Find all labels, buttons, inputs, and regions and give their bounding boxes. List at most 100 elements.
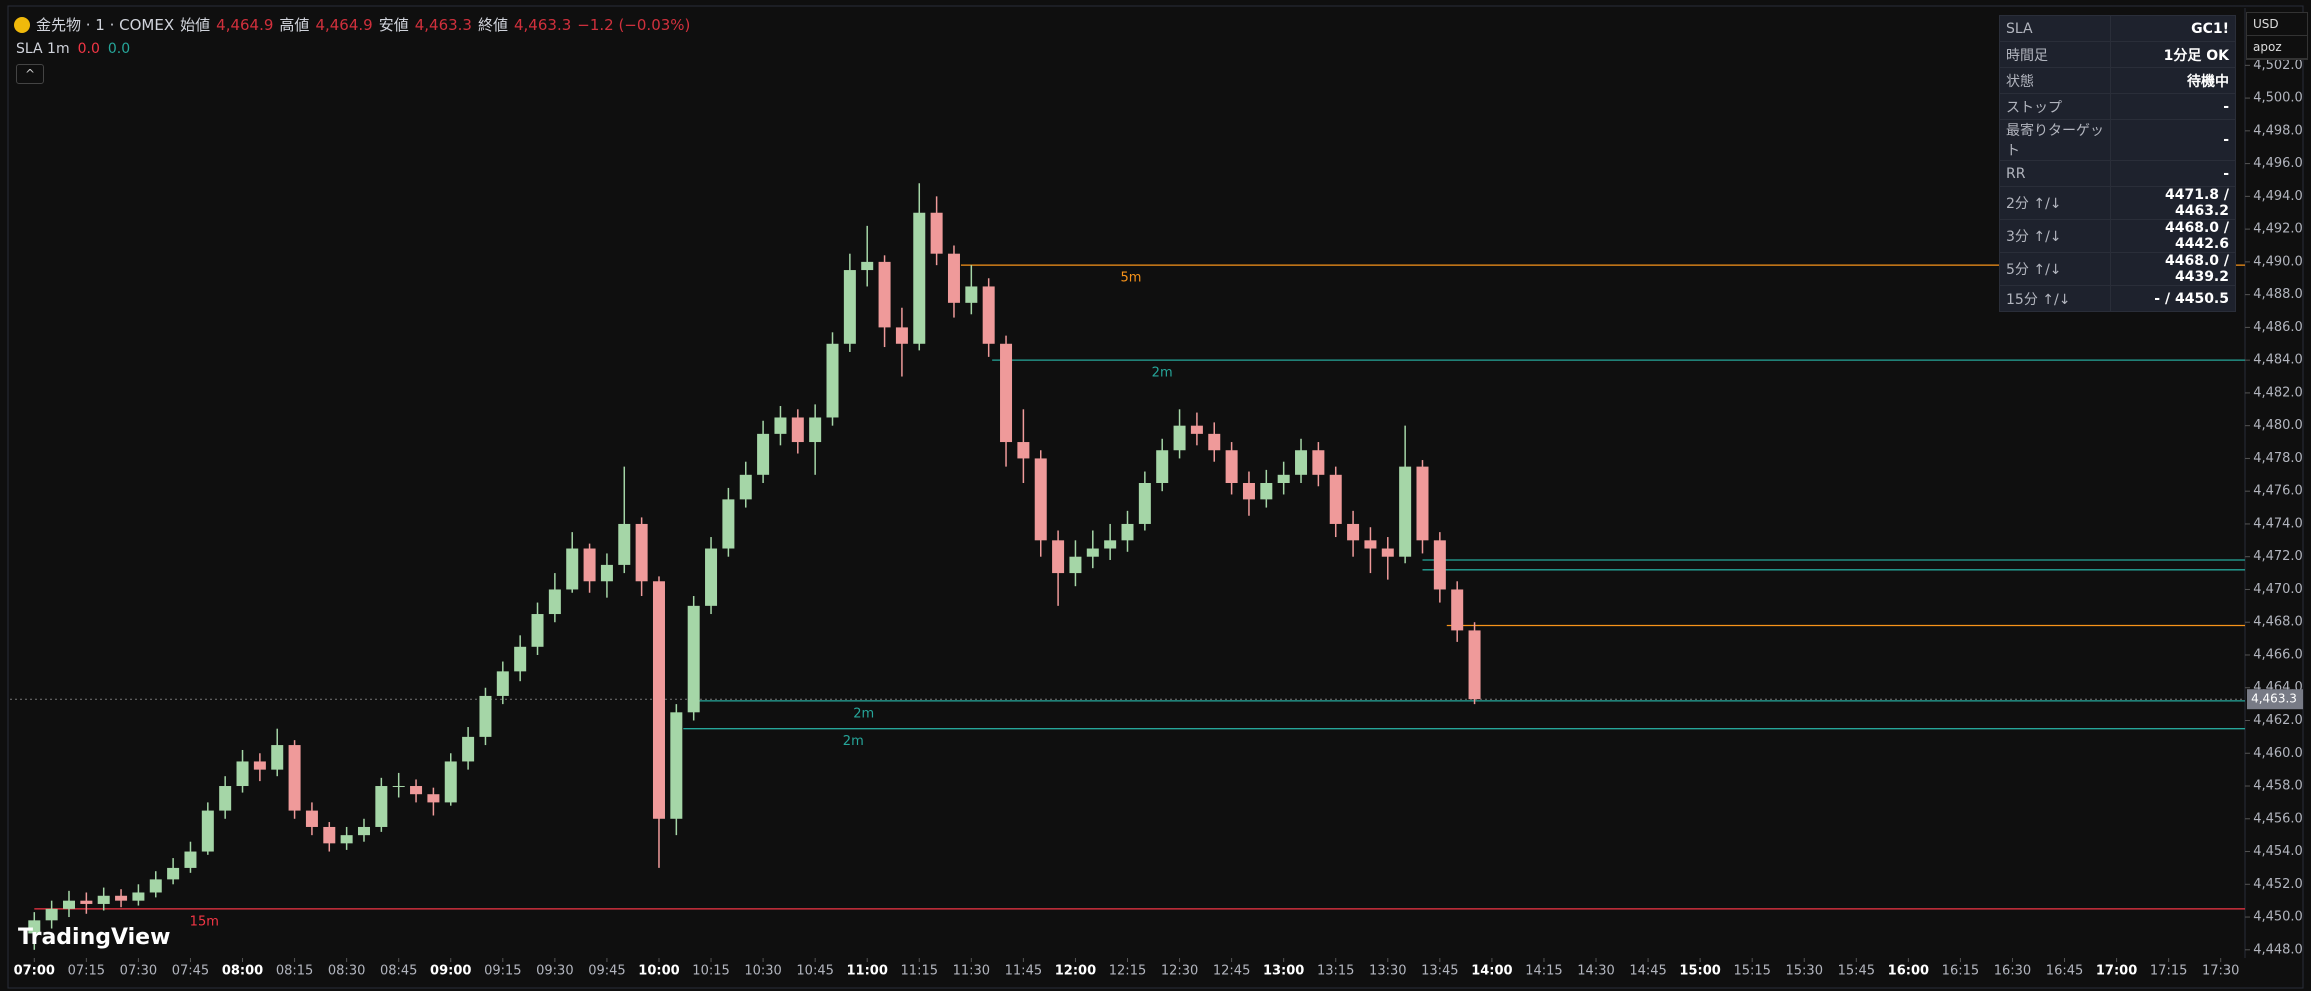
candle-body <box>288 745 301 811</box>
candle-body <box>1034 458 1047 541</box>
collapse-button[interactable]: ^ <box>16 64 44 84</box>
x-tick-label: 13:30 <box>1369 964 1406 979</box>
candle-body <box>791 417 804 443</box>
x-tick-label: 11:30 <box>953 964 990 979</box>
candle-body <box>635 523 648 582</box>
candle-body <box>271 745 284 770</box>
candle-body <box>1017 442 1030 459</box>
y-tick-label: 4,450.0 <box>2253 910 2303 925</box>
symbol-name[interactable]: 金先物 · 1 · COMEX <box>36 16 175 34</box>
candle-body <box>323 826 336 844</box>
candle-body <box>739 474 752 500</box>
label: 始値 <box>180 16 211 34</box>
candle-body <box>1190 425 1203 434</box>
table-row: RR - <box>1998 160 2236 187</box>
y-tick-label: 4,488.0 <box>2253 287 2303 302</box>
candle-body <box>913 212 926 344</box>
y-tick-label: 4,472.0 <box>2253 549 2303 564</box>
x-tick-label: 07:00 <box>14 964 55 979</box>
y-tick-label: 4,482.0 <box>2253 385 2303 400</box>
candle-body <box>1069 556 1082 574</box>
x-tick-label: 10:30 <box>744 964 781 979</box>
candle-body <box>1312 450 1325 475</box>
x-tick-label: 12:15 <box>1109 964 1146 979</box>
y-tick-label: 4,498.0 <box>2253 123 2303 138</box>
x-tick-label: 15:45 <box>1838 964 1875 979</box>
table-row: 時間足 1分足 OK <box>1998 41 2236 68</box>
x-tick-label: 08:45 <box>380 964 417 979</box>
x-tick-label: 13:15 <box>1317 964 1354 979</box>
y-tick-label: 4,494.0 <box>2253 189 2303 204</box>
value: 4,463.3 <box>414 15 472 34</box>
x-tick-label: 12:45 <box>1213 964 1250 979</box>
y-tick-label: 4,486.0 <box>2253 320 2303 335</box>
table-label: ストップ <box>1998 93 2112 120</box>
candle-body <box>982 286 995 344</box>
y-tick-label: 4,476.0 <box>2253 484 2303 499</box>
candle-body <box>462 736 475 762</box>
candle-body <box>1121 523 1134 541</box>
candle-body <box>45 908 58 921</box>
table-label: RR <box>1998 160 2112 187</box>
candle-body <box>184 851 197 868</box>
candle-body <box>652 581 665 819</box>
candle-body <box>410 786 423 795</box>
account: apoz <box>2247 36 2307 59</box>
x-tick-label: 17:30 <box>2202 964 2239 979</box>
candle-body <box>1329 474 1342 524</box>
table-value: - <box>2110 93 2236 120</box>
candle-body <box>947 253 960 303</box>
table-label: 時間足 <box>1998 41 2112 68</box>
table-label: 2分 ↑/↓ <box>1998 186 2112 220</box>
candle-body <box>670 712 683 819</box>
candle-body <box>514 646 527 672</box>
candle-body <box>444 761 457 803</box>
level-label: 5m <box>1120 271 1141 286</box>
last-price-box <box>2247 689 2303 710</box>
candle-body <box>1416 466 1429 541</box>
y-tick-label: 4,448.0 <box>2253 942 2303 957</box>
currency[interactable]: USD <box>2247 13 2307 36</box>
y-tick-label: 4,462.0 <box>2253 713 2303 728</box>
x-tick-label: 14:30 <box>1577 964 1614 979</box>
x-tick-label: 15:00 <box>1679 964 1720 979</box>
table-label: 15分 ↑/↓ <box>1998 285 2112 312</box>
x-tick-label: 09:15 <box>484 964 521 979</box>
candle-body <box>149 879 162 893</box>
candle-body <box>1433 540 1446 590</box>
table-label: 状態 <box>1998 67 2112 94</box>
candle-body <box>809 417 822 443</box>
value: 4,464.9 <box>216 15 274 34</box>
x-tick-label: 08:30 <box>328 964 365 979</box>
table-row: ストップ - <box>1998 93 2236 120</box>
table-label: SLA <box>1998 15 2112 42</box>
candle-body <box>201 810 214 852</box>
y-tick-label: 4,458.0 <box>2253 779 2303 794</box>
candle-body <box>618 523 631 565</box>
table-row: 5分 ↑/↓ 4468.0 / 4439.2 <box>1998 252 2236 286</box>
x-tick-label: 11:00 <box>847 964 888 979</box>
indicator-name[interactable]: SLA 1m <box>16 41 70 57</box>
y-tick-label: 4,478.0 <box>2253 451 2303 466</box>
x-tick-label: 12:00 <box>1055 964 1096 979</box>
label: 終値 <box>477 16 508 34</box>
candle-body <box>357 826 370 836</box>
y-tick-label: 4,468.0 <box>2253 615 2303 630</box>
candle-body <box>340 835 353 844</box>
y-tick-label: 4,456.0 <box>2253 811 2303 826</box>
x-tick-label: 14:45 <box>1629 964 1666 979</box>
x-tick-label: 08:00 <box>222 964 263 979</box>
table-row: 15分 ↑/↓ - / 4450.5 <box>1998 285 2236 312</box>
y-tick-label: 4,466.0 <box>2253 647 2303 662</box>
candle-body <box>1399 466 1412 557</box>
table-label: 3分 ↑/↓ <box>1998 219 2112 253</box>
candle-body <box>895 327 908 344</box>
table-row: 3分 ↑/↓ 4468.0 / 4442.6 <box>1998 219 2236 253</box>
table-value: 4471.8 / 4463.2 <box>2110 186 2236 220</box>
candle-body <box>826 343 839 418</box>
candle-body <box>705 548 718 606</box>
y-tick-label: 4,460.0 <box>2253 746 2303 761</box>
candle-body <box>1242 483 1255 500</box>
